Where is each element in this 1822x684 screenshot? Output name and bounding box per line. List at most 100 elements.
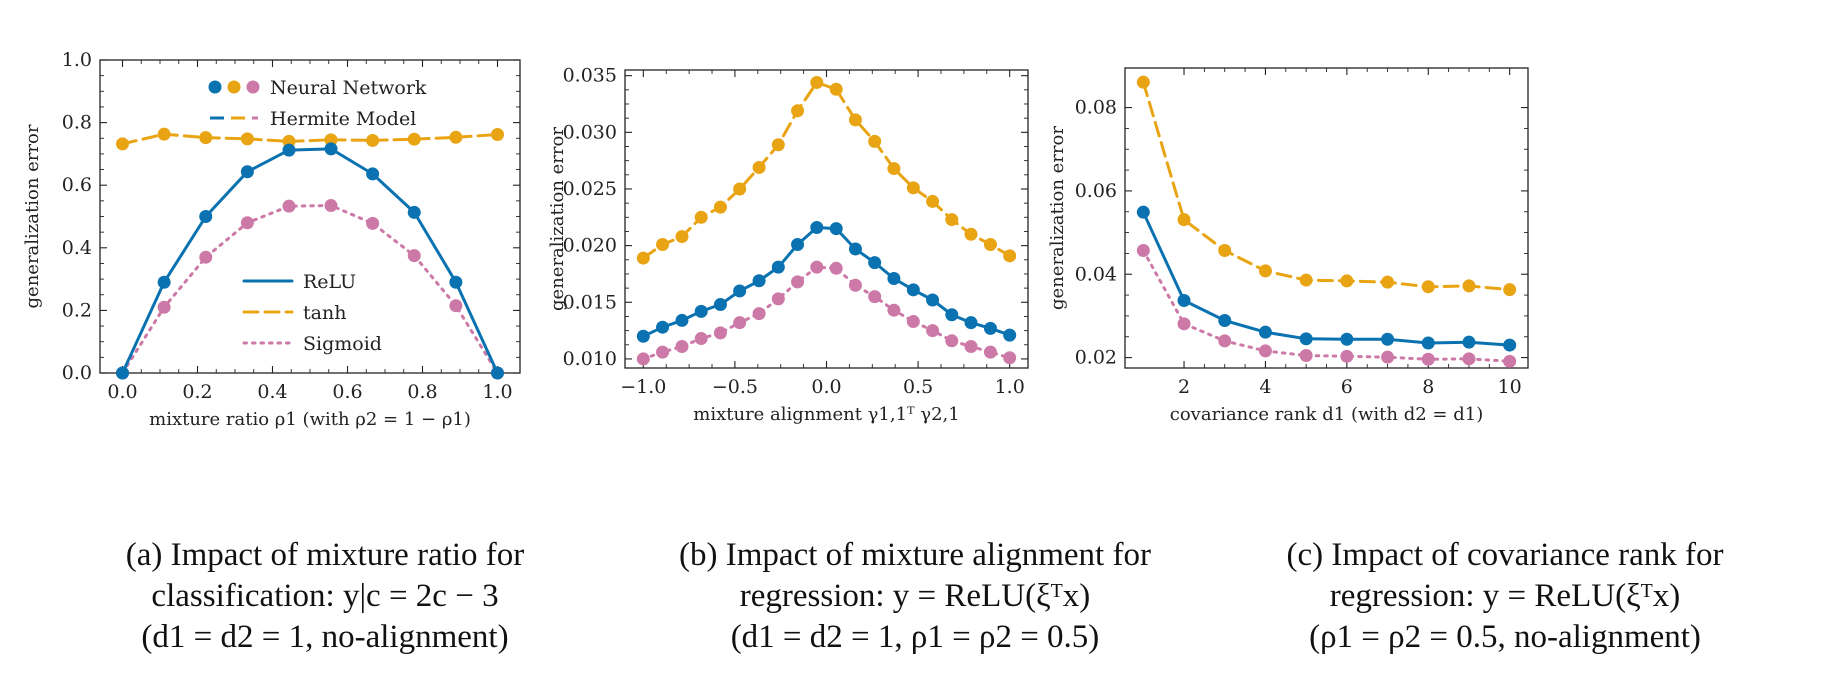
data-point-tanh: [771, 138, 785, 152]
legend-label-tanh: tanh: [303, 302, 346, 324]
caption-b-line-1: (b) Impact of mixture alignment for: [679, 537, 1151, 573]
y-tick-label: 0.035: [563, 65, 617, 87]
y-tick-label: 0.025: [563, 178, 617, 200]
data-point-sigmoid: [752, 307, 766, 321]
data-point-relu: [1258, 325, 1272, 339]
y-axis-title: generalization error: [22, 124, 43, 308]
data-point-relu: [675, 313, 689, 327]
y-tick-label: 0.08: [1075, 97, 1117, 119]
legend-marker-dot: [246, 80, 260, 94]
data-point-sigmoid: [656, 345, 670, 359]
plot-frame: [99, 59, 521, 374]
y-tick-label: 0.6: [62, 174, 92, 196]
data-point-sigmoid: [675, 339, 689, 353]
data-point-tanh: [1177, 213, 1191, 227]
x-tick-label: 0.8: [407, 381, 437, 403]
data-point-tanh: [1421, 280, 1435, 294]
caption-c: (c) Impact of covariance rank for regres…: [1215, 535, 1795, 658]
y-tick-label: 0.015: [563, 291, 617, 313]
data-point-tanh: [1340, 274, 1354, 288]
data-point-relu: [1003, 328, 1017, 342]
data-point-sigmoid: [157, 300, 171, 314]
y-tick-label: 0.04: [1075, 263, 1117, 285]
data-point-relu: [282, 143, 296, 157]
y-tick-label: 0.030: [563, 121, 617, 143]
data-point-sigmoid: [945, 334, 959, 348]
data-point-tanh: [1258, 264, 1272, 278]
data-point-relu: [791, 237, 805, 251]
x-tick-label: 0.2: [182, 381, 212, 403]
x-tick-label: −1.0: [620, 376, 666, 398]
legend-neural-network-label: Neural Network: [270, 77, 427, 99]
data-point-sigmoid: [926, 324, 940, 338]
data-point-tanh: [791, 104, 805, 118]
y-tick-label: 0.010: [563, 348, 617, 370]
data-point-tanh: [848, 113, 862, 127]
data-point-sigmoid: [887, 303, 901, 317]
data-point-tanh: [636, 251, 650, 265]
data-point-relu: [848, 242, 862, 256]
data-point-relu: [366, 167, 380, 181]
data-point-sigmoid: [810, 260, 824, 274]
data-point-tanh: [829, 82, 843, 96]
data-point-tanh: [713, 200, 727, 214]
data-point-tanh: [199, 131, 213, 145]
data-point-relu: [636, 329, 650, 343]
data-point-sigmoid: [1177, 317, 1191, 331]
caption-c-line-2: regression: y = ReLU(ξᵀx): [1329, 578, 1681, 614]
data-point-sigmoid: [407, 249, 421, 263]
data-point-tanh: [240, 132, 254, 146]
series-line-tanh: [641, 81, 1012, 260]
x-tick-label: 0.0: [107, 381, 137, 403]
x-tick-label: 0.6: [332, 381, 362, 403]
data-point-relu: [240, 165, 254, 179]
data-point-relu: [491, 366, 504, 380]
data-point-relu: [1340, 332, 1354, 346]
data-point-relu: [449, 275, 463, 289]
data-point-sigmoid: [713, 326, 727, 340]
data-point-tanh: [694, 210, 708, 224]
series-line-tanh: [121, 132, 499, 146]
data-point-relu: [1503, 338, 1517, 352]
data-point-sigmoid: [829, 261, 843, 275]
data-point-sigmoid: [282, 199, 296, 213]
y-tick-label: 0.02: [1075, 347, 1117, 369]
y-tick-label: 0.020: [563, 235, 617, 257]
data-point-tanh: [157, 127, 171, 141]
y-tick-label: 0.8: [62, 112, 92, 134]
data-point-relu: [407, 205, 421, 219]
data-point-relu: [1462, 335, 1476, 349]
data-point-sigmoid: [733, 316, 747, 330]
data-point-tanh: [983, 237, 997, 251]
data-point-tanh: [887, 162, 901, 176]
series-line-sigmoid: [121, 204, 499, 375]
data-point-sigmoid: [983, 345, 997, 359]
y-axis-title: generalization error: [547, 127, 568, 311]
x-tick-label: 2: [1178, 376, 1190, 398]
data-point-relu: [829, 222, 843, 236]
data-point-relu: [945, 308, 959, 322]
data-point-tanh: [926, 194, 940, 208]
y-tick-label: 0.0: [62, 362, 92, 384]
data-point-tanh: [945, 213, 959, 227]
data-point-sigmoid: [964, 339, 978, 353]
data-point-sigmoid: [1503, 354, 1517, 368]
legend-top: Neural Network Hermite Model: [208, 77, 427, 130]
data-point-tanh: [752, 160, 766, 174]
y-tick-label: 0.4: [62, 237, 92, 259]
data-point-relu: [116, 366, 129, 380]
data-point-sigmoid: [906, 315, 920, 329]
x-tick-label: 0.0: [811, 376, 841, 398]
x-tick-label: 0.5: [903, 376, 933, 398]
data-point-tanh: [324, 133, 338, 147]
data-point-relu: [1421, 336, 1435, 350]
caption-b-line-2: regression: y = ReLU(ξᵀx): [739, 578, 1091, 614]
data-point-relu: [964, 316, 978, 330]
data-point-sigmoid: [868, 290, 882, 304]
x-axis-title: covariance rank d1 (with d2 = d1): [1170, 404, 1483, 425]
x-tick-label: 8: [1422, 376, 1434, 398]
data-point-tanh: [1503, 283, 1517, 297]
data-point-sigmoid: [694, 332, 708, 346]
data-point-relu: [868, 256, 882, 270]
